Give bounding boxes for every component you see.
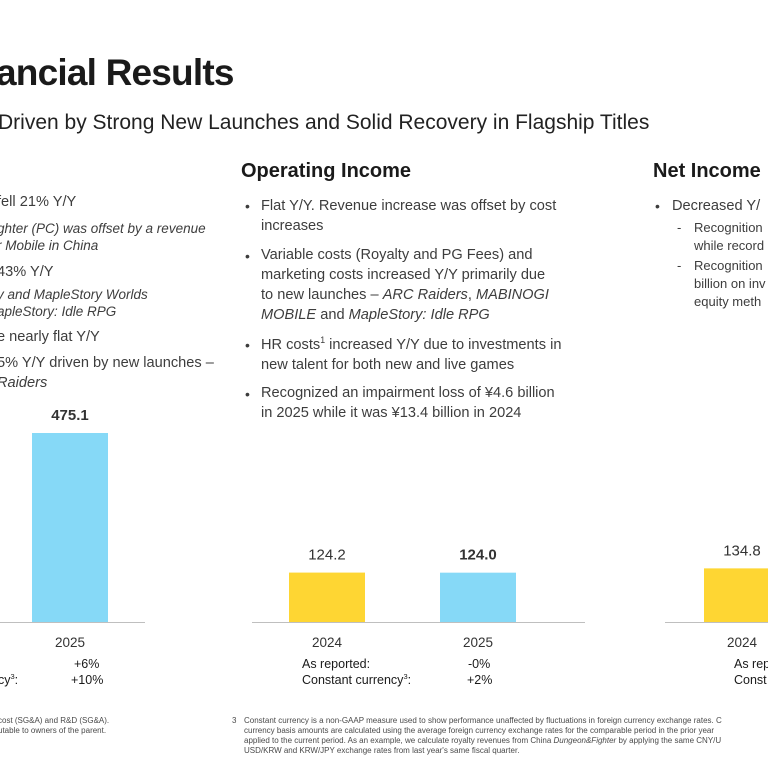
revenue-bullet-line: r Mobile in China — [0, 236, 98, 256]
growth-label: As reported: — [302, 657, 371, 671]
operating_income-value-label: 124.2 — [308, 547, 346, 564]
revenue-bar-2025 — [32, 433, 108, 622]
growth-value: +2% — [467, 673, 493, 687]
ni-bullet-line: Recognition — [694, 220, 763, 235]
revenue-bullet-line: y and MapleStory Worlds — [0, 285, 148, 305]
oi-bullet-line: in 2025 while it was ¥13.4 billion in 20… — [261, 405, 522, 421]
ni-bullet-line: Decreased Y/ — [672, 198, 761, 214]
net_income-x-tick-label: 2024 — [727, 635, 758, 650]
revenue-x-tick-label: 2025 — [55, 635, 85, 650]
bullet-dot: • — [655, 198, 660, 214]
growth-label: Constant currency3: — [302, 671, 412, 687]
revenue-bullet-text: y and MapleStory Worlds — [0, 287, 148, 302]
oi-bullet-line: increases — [261, 218, 324, 234]
oi-bullet-line: to new launches – ARC Raiders, MABINOGI — [261, 287, 549, 303]
revenue-bullet-line: Raiders — [0, 373, 47, 393]
ni-bullet-line: billion on inv — [694, 276, 766, 291]
growth-label: As rep — [734, 657, 768, 671]
ni-bullet-line: Recognition — [694, 258, 763, 273]
net_income-bar-2024 — [704, 568, 768, 622]
dash-marker: - — [677, 220, 682, 235]
revenue-bullet-text: ghter (PC) was offset by a revenue — [0, 221, 206, 236]
page-subtitle: Driven by Strong New Launches and Solid … — [0, 111, 650, 134]
revenue-bullet-line: 43% Y/Y — [0, 264, 54, 280]
footnote-line: Constant currency is a non-GAAP measure … — [244, 716, 722, 725]
net_income-value-label: 134.8 — [723, 542, 761, 559]
revenue-bullet-line: fell 21% Y/Y — [0, 194, 77, 210]
footnote-line: currency basis amounts are calculated us… — [244, 726, 715, 735]
revenue-bullet-line: apleStory: Idle RPG — [0, 302, 116, 322]
revenue-bullet-text: Raiders — [0, 375, 48, 391]
revenue-value-label: 475.1 — [51, 407, 89, 424]
dash-marker: - — [677, 258, 682, 273]
revenue-bullet-text: r Mobile in China — [0, 238, 99, 253]
footnote-line: USD/KRW and KRW/JPY exchange rates from … — [244, 746, 520, 755]
bullet-dot: • — [245, 337, 250, 353]
ni-bullet-line: equity meth — [694, 294, 762, 309]
growth-value: +6% — [74, 657, 100, 671]
footnote-line: cost (SG&A) and R&D (SG&A). — [0, 716, 110, 725]
footnote-line: applied to the current period. As an exa… — [244, 736, 722, 745]
operating-income-heading: Operating Income — [241, 160, 412, 182]
bullet-dot: • — [245, 386, 250, 402]
growth-label: cy3: — [0, 671, 19, 687]
page-title: ancial Results — [0, 52, 234, 93]
operating_income-x-tick-label: 2024 — [312, 635, 343, 650]
ni-bullet-line: while record — [694, 238, 765, 253]
oi-bullet-line: Recognized an impairment loss of ¥4.6 bi… — [261, 385, 555, 401]
revenue-bullet-text: apleStory: Idle RPG — [0, 304, 117, 319]
operating_income-x-tick-label: 2025 — [463, 635, 493, 650]
bullet-dot: • — [245, 198, 250, 214]
growth-label: Const — [734, 673, 767, 687]
oi-bullet-line: Variable costs (Royalty and PG Fees) and — [261, 247, 533, 263]
footnote-number: 3 — [232, 716, 237, 725]
oi-bullet-line: Flat Y/Y. Revenue increase was offset by… — [261, 198, 557, 214]
bullet-dot: • — [245, 248, 250, 264]
growth-value: +10% — [71, 673, 104, 687]
revenue-bullet-line: e nearly flat Y/Y — [0, 329, 100, 345]
oi-bullet-line: new talent for both new and live games — [261, 357, 515, 373]
net-income-heading: Net Income — [653, 160, 761, 182]
revenue-bullet-line: 5% Y/Y driven by new launches – — [0, 355, 214, 371]
revenue-bullet-line: ghter (PC) was offset by a revenue — [0, 219, 206, 239]
oi-bullet-line: HR costs1 increased Y/Y due to investmen… — [261, 335, 562, 353]
oi-bullet-line: marketing costs increased Y/Y primarily … — [261, 267, 546, 283]
operating_income-bar-2024 — [289, 572, 365, 622]
footnote-line: utable to owners of the parent. — [0, 726, 107, 735]
oi-bullet-line: MOBILE and MapleStory: Idle RPG — [261, 307, 490, 323]
operating_income-value-label: 124.0 — [459, 547, 497, 564]
growth-value: -0% — [468, 657, 491, 671]
operating_income-bar-2025 — [440, 572, 516, 622]
